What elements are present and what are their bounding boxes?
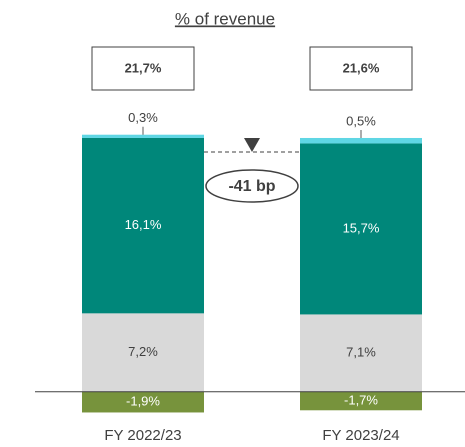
x-tick-label: FY 2022/23 [104, 427, 181, 444]
value-label: -1,9% [126, 394, 160, 409]
bar-segment [82, 134, 204, 138]
value-label: 0,3% [128, 110, 158, 125]
total-box [309, 46, 413, 91]
value-label: 15,7% [343, 220, 380, 235]
delta-bubble [205, 169, 299, 203]
bar-segment [300, 137, 422, 144]
total-label: 21,7% [125, 60, 162, 75]
bar-segment [300, 143, 422, 315]
value-label: 7,1% [346, 345, 376, 360]
value-label: 0,5% [346, 113, 376, 128]
total-label: 21,6% [343, 60, 380, 75]
bar-segment [82, 313, 204, 392]
delta-arrow [244, 137, 260, 152]
value-label: 7,2% [128, 344, 158, 359]
value-label: -1,7% [344, 392, 378, 407]
x-tick-label: FY 2023/24 [322, 427, 399, 444]
bar-segment [300, 314, 422, 392]
total-box [91, 46, 195, 91]
annotation: -41 bp [228, 178, 275, 195]
bar-segment [82, 137, 204, 314]
value-label: 16,1% [125, 217, 162, 232]
bar-segment [82, 391, 204, 413]
bar-segment [300, 391, 422, 411]
chart-title: % of revenue [175, 9, 275, 28]
